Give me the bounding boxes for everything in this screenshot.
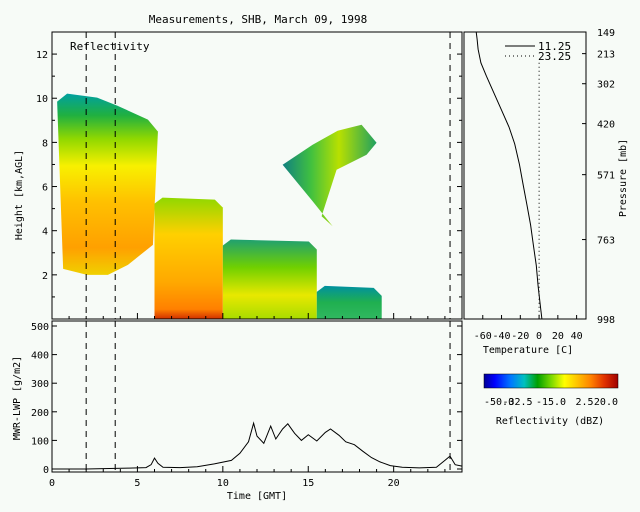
y-tick-label: 12	[36, 50, 48, 61]
lwp-panel: 0 100 200 300 400 500 0 5 10 15 20 MWR-LWP [g/m2]…	[12, 313, 463, 502]
y-tick-label: 4	[42, 227, 48, 238]
panel-label: Reflectivity	[70, 40, 150, 53]
lwp-y-tick-label: 100	[31, 436, 49, 447]
pressure-tick-label: 571	[597, 171, 615, 182]
echo-region	[316, 285, 382, 319]
reflectivity-markers	[85, 32, 451, 319]
colorbar-label: Reflectivity (dBZ)	[496, 416, 604, 427]
colorbar-tick-label: 20.0	[594, 397, 618, 408]
pressure-tick-label: 149	[597, 28, 615, 39]
temperature-panel: -60 -40 -20 0 20 40 149 213 302 420 571 763 998 Tem…	[463, 28, 629, 356]
pressure-axis-label: Pressure [mb]	[618, 139, 629, 217]
lwp-x-tick-label: 15	[302, 478, 314, 489]
echo-region	[282, 124, 377, 227]
temp-tick-label: 0	[536, 331, 542, 342]
y-tick-label: 6	[42, 183, 48, 194]
lwp-line	[52, 421, 463, 470]
temperature-legend: 11.25 23.25	[505, 40, 571, 63]
lwp-x-ticks: 0 5 10 15 20	[49, 313, 463, 489]
colorbar-tick-label: 2.5	[575, 397, 593, 408]
echo-layer	[57, 93, 382, 319]
temp-tick-label: -60	[474, 331, 492, 342]
reflectivity-y-ticks: 2 4 6 8 10 12	[36, 31, 462, 320]
y-tick-label: 10	[36, 94, 48, 105]
lwp-y-tick-label: 400	[31, 351, 49, 362]
lwp-x-label: Time [GMT]	[227, 491, 287, 502]
colorbar-gradient	[483, 373, 619, 389]
pressure-tick-label: 998	[597, 315, 615, 326]
legend-label-2: 23.25	[538, 50, 571, 63]
pressure-tick-label: 763	[597, 236, 615, 247]
lwp-x-tick-label: 0	[49, 478, 55, 489]
y-tick-label: 8	[42, 138, 48, 149]
lwp-y-label: MWR-LWP [g/m2]	[12, 356, 23, 440]
figure-title: Measurements, SHB, March 09, 1998	[149, 13, 368, 26]
temp-tick-label: 20	[552, 331, 564, 342]
lwp-x-tick-label: 10	[217, 478, 229, 489]
reflectivity-panel: Reflectivity 2 4 6 8 10 12 Height [km,AGL]	[14, 31, 463, 320]
colorbar-tick-label: -32.5	[502, 397, 532, 408]
legend-label-1: 11.25	[538, 40, 571, 53]
reflectivity-y-label: Height [km,AGL]	[14, 150, 25, 240]
echo-region	[222, 239, 317, 319]
lwp-y-tick-label: 200	[31, 408, 49, 419]
echo-region	[57, 93, 158, 275]
temp-tick-label: 40	[571, 331, 583, 342]
y-tick-label: 2	[42, 271, 48, 282]
pressure-ticks: 149 213 302 420 571 763 998	[582, 28, 615, 326]
temp-tick-label: -40	[493, 331, 511, 342]
lwp-x-tick-label: 20	[388, 478, 400, 489]
temperature-series-line	[475, 31, 543, 320]
colorbar-tick-label: -15.0	[536, 397, 566, 408]
echo-region	[154, 197, 223, 319]
pressure-tick-label: 302	[597, 80, 615, 91]
temp-tick-label: -20	[511, 331, 529, 342]
colorbar-ticks: -50.0-32.5 -15.0 2.5 20.0	[484, 397, 618, 408]
lwp-x-tick-label: 5	[134, 478, 140, 489]
temperature-frame	[463, 31, 587, 320]
colorbar: -50.0-32.5 -15.0 2.5 20.0 Reflectivity (dBZ…	[483, 373, 619, 427]
temperature-x-label: Temperature [C]	[483, 345, 573, 356]
pressure-tick-label: 213	[597, 50, 615, 61]
lwp-y-tick-label: 500	[31, 322, 49, 333]
lwp-y-tick-label: 0	[43, 465, 49, 476]
lwp-frame	[51, 320, 463, 473]
lwp-markers	[85, 321, 451, 472]
lwp-y-ticks: 0 100 200 300 400 500	[31, 322, 462, 476]
lwp-y-tick-label: 300	[31, 379, 49, 390]
temperature-x-ticks: -60 -40 -20 0 20 40	[474, 315, 583, 342]
pressure-tick-label: 420	[597, 120, 615, 131]
colorbar-tick-label: -50.0	[484, 397, 514, 408]
temperature-lines	[475, 31, 543, 320]
